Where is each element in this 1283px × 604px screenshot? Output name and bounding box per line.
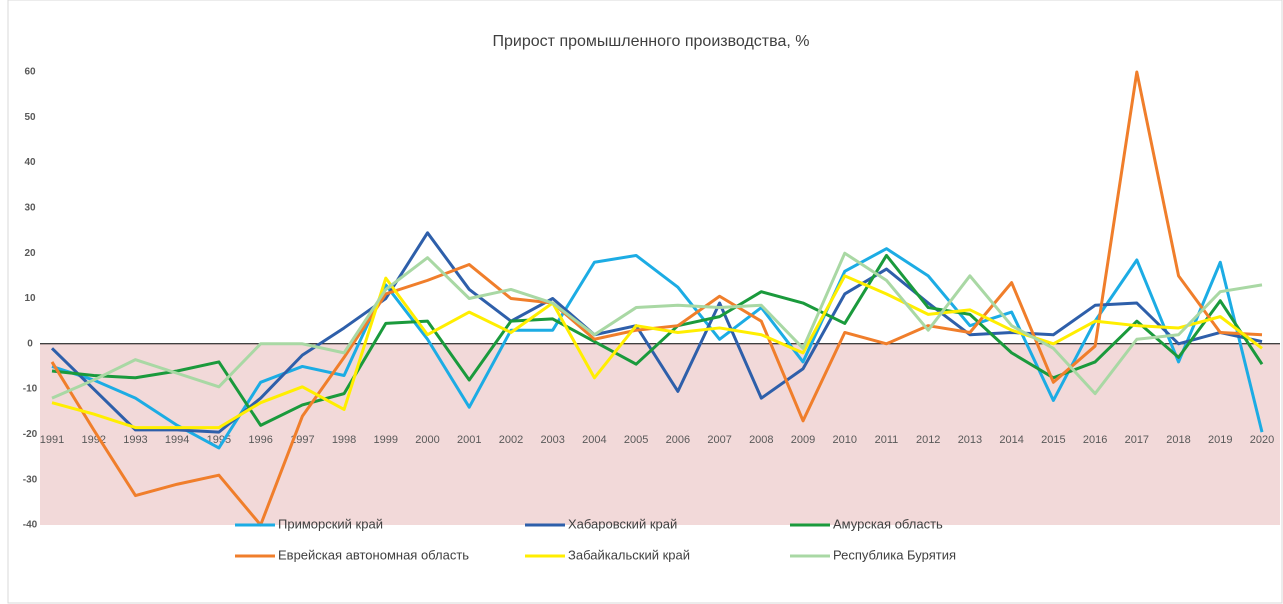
x-tick-label: 1996 <box>248 434 272 446</box>
series-line <box>51 274 1263 430</box>
x-tick-label: 2001 <box>457 434 481 446</box>
x-tick-label: 2015 <box>1041 434 1065 446</box>
x-tick-label: 2008 <box>749 434 773 446</box>
y-tick-label: -20 <box>23 429 38 440</box>
x-tick-label: 1991 <box>40 434 64 446</box>
series-line <box>51 247 1264 450</box>
x-tick-label: 2010 <box>833 434 857 446</box>
x-tick-label: 2014 <box>999 434 1023 446</box>
negative-region <box>40 343 1280 525</box>
x-tick-label: 1993 <box>123 434 147 446</box>
x-tick-label: 2009 <box>791 434 815 446</box>
y-tick-label: -40 <box>23 520 38 531</box>
x-tick-label: 2019 <box>1208 434 1232 446</box>
series-line <box>51 251 1263 400</box>
series-line <box>50 231 1263 434</box>
x-tick-label: 2020 <box>1250 434 1274 446</box>
legend-label: Республика Бурятия <box>833 547 956 562</box>
legend-label: Еврейская автономная область <box>278 547 469 562</box>
y-tick-label: 40 <box>24 157 36 168</box>
x-tick-label: 2004 <box>582 434 606 446</box>
legend-label: Хабаровский край <box>568 516 677 531</box>
x-tick-label: 2007 <box>707 434 731 446</box>
y-tick-label: 30 <box>24 203 36 214</box>
x-tick-label: 2016 <box>1083 434 1107 446</box>
x-tick-label: 2005 <box>624 434 648 446</box>
x-tick-label: 2002 <box>499 434 523 446</box>
x-tick-label: 2003 <box>540 434 564 446</box>
chart-title: Прирост промышленного производства, % <box>493 33 810 50</box>
y-tick-label: 20 <box>24 248 36 259</box>
legend-label: Амурская область <box>833 516 943 531</box>
x-tick-label: 2013 <box>958 434 982 446</box>
y-tick-label: -10 <box>23 384 38 395</box>
x-tick-label: 1997 <box>290 434 314 446</box>
x-tick-label: 2012 <box>916 434 940 446</box>
x-tick-label: 2017 <box>1125 434 1149 446</box>
y-tick-label: 0 <box>27 338 33 349</box>
x-tick-label: 2018 <box>1166 434 1190 446</box>
x-tick-label: 1998 <box>332 434 356 446</box>
x-tick-label: 1999 <box>374 434 398 446</box>
legend-label: Забайкальский край <box>568 547 690 562</box>
y-tick-label: 60 <box>24 67 36 78</box>
y-tick-label: -30 <box>23 474 38 485</box>
x-tick-label: 2006 <box>666 434 690 446</box>
legend-label: Приморский край <box>278 516 383 531</box>
y-tick-label: 50 <box>24 112 36 123</box>
x-tick-label: 2011 <box>875 434 899 446</box>
x-tick-label: 2000 <box>415 434 439 446</box>
x-tick-label: 1994 <box>165 434 189 446</box>
y-tick-label: 10 <box>24 293 36 304</box>
